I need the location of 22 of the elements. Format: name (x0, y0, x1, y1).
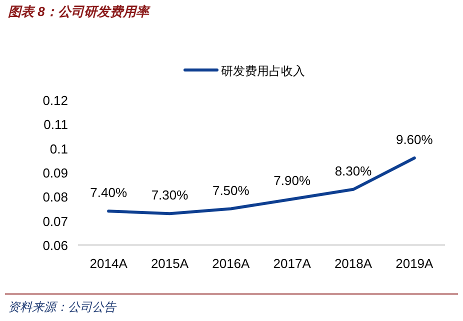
data-label: 7.40% (90, 185, 128, 200)
x-tick-label: 2019A (396, 256, 434, 271)
x-tick-label: 2017A (273, 256, 312, 271)
data-label: 7.50% (212, 182, 250, 198)
text: 资料来源：公司公告 (8, 300, 117, 314)
x-tick-label: 2015A (150, 256, 189, 271)
y-tick-label: 0.07 (42, 214, 68, 229)
chart-title: 图表 8：公司研发费用率 (8, 4, 151, 19)
y-tick-label: 0.08 (42, 190, 68, 205)
x-tick-label: 2016A (212, 256, 250, 271)
y-tick-label: 0.11 (44, 117, 68, 132)
y-tick-label: 0.12 (42, 93, 68, 108)
data-label: 9.60% (396, 132, 434, 147)
y-tick-label: 0.06 (42, 238, 68, 253)
x-tick-label: 2014A (90, 256, 128, 271)
y-tick-label: 0.09 (42, 166, 68, 180)
data-label: 7.30% (151, 188, 189, 203)
legend-label: 研发费用占收入 (221, 64, 305, 78)
data-label: 8.30% (334, 163, 372, 178)
data-label: 7.90% (274, 173, 311, 188)
x-tick-label: 2018A (334, 256, 372, 271)
y-tick-label: 0.1 (50, 141, 68, 156)
